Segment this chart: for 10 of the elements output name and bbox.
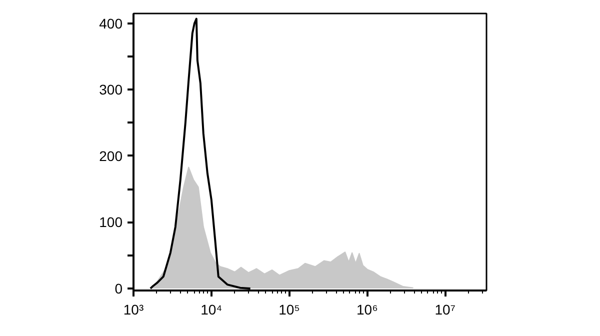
x-tick-label: 10⁴ xyxy=(200,302,222,318)
x-tick-label: 10⁶ xyxy=(356,302,378,318)
y-tick-label: 100 xyxy=(99,214,123,230)
y-tick-label: 400 xyxy=(99,15,123,32)
x-tick-label: 10⁵ xyxy=(278,302,300,318)
x-tick-label: 10³ xyxy=(123,302,144,318)
y-tick-label: 0 xyxy=(114,280,123,297)
x-tick-label: 10⁷ xyxy=(434,302,456,318)
y-tick-label: 200 xyxy=(99,148,123,164)
y-tick-label: 300 xyxy=(99,82,123,98)
